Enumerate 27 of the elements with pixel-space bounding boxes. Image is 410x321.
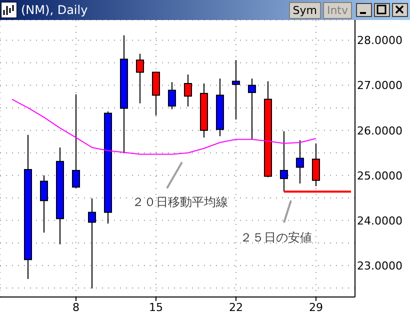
y-tick-label: 26.0000 bbox=[357, 124, 402, 138]
y-tick-label: 28.0000 bbox=[357, 34, 402, 48]
text: Sym bbox=[288, 2, 321, 18]
text: ２０日移動平均線 bbox=[132, 195, 228, 210]
line-series bbox=[12, 98, 316, 155]
candlestick bbox=[152, 71, 160, 116]
ref-line-label: ２５日の安値 bbox=[240, 230, 312, 245]
x-tick-label: 29 bbox=[308, 300, 323, 314]
y-tick-label: 25.0000 bbox=[357, 169, 402, 182]
candlestick bbox=[136, 53, 144, 104]
candlestick bbox=[312, 142, 320, 187]
text: Intv bbox=[322, 2, 352, 18]
candlestick bbox=[280, 130, 288, 192]
y-tick-label: 24.0000 bbox=[357, 214, 402, 228]
candlestick bbox=[248, 78, 256, 140]
candlestick bbox=[40, 174, 48, 234]
x-tick-label: 8 bbox=[72, 300, 80, 314]
candlestick bbox=[88, 198, 96, 289]
x-tick-label: 22 bbox=[228, 300, 243, 314]
candlestick bbox=[232, 60, 240, 120]
candlestick bbox=[184, 74, 192, 107]
candlestick bbox=[168, 82, 176, 110]
candlestick bbox=[296, 140, 304, 184]
y-tick-label: 23.0000 bbox=[357, 259, 402, 272]
chart-title: (NM), Daily bbox=[21, 3, 88, 17]
y-tick-label: 27.0000 bbox=[357, 79, 402, 92]
x-tick-label: 15 bbox=[148, 300, 163, 314]
